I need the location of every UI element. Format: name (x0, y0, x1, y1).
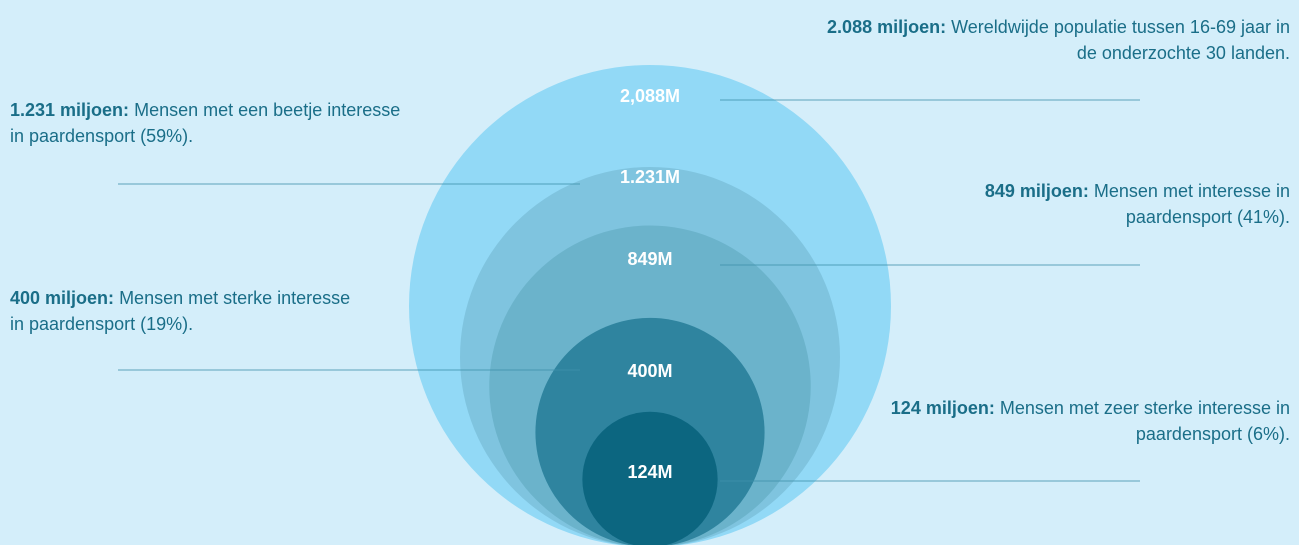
circle (582, 411, 718, 545)
annotation-text: Mensen met interesse in paardensport (41… (1093, 181, 1290, 227)
circle-label: 849M (627, 249, 672, 269)
annotation-text: Mensen met sterke interesse in paardensp… (10, 288, 351, 334)
annotation-text: Mensen met zeer sterke interesse in paar… (999, 398, 1290, 444)
annotation-bold: 1.231 miljoen: (10, 100, 130, 120)
annotation: 849 miljoen: Mensen met interesse in paa… (890, 178, 1290, 230)
annotation-bold: 2.088 miljoen: (827, 17, 947, 37)
annotation: 1.231 miljoen: Mensen met een beetje int… (10, 97, 410, 149)
circle-label: 2,088M (620, 86, 680, 106)
annotation: 2.088 miljoen: Wereldwijde populatie tus… (810, 14, 1290, 66)
annotation: 400 miljoen: Mensen met sterke interesse… (10, 285, 360, 337)
annotation-text: Mensen met een beetje interesse in paard… (10, 100, 401, 146)
circle-label: 124M (627, 462, 672, 482)
annotation-bold: 400 miljoen: (10, 288, 115, 308)
annotation-bold: 849 miljoen: (984, 181, 1089, 201)
annotation-bold: 124 miljoen: (890, 398, 995, 418)
annotation: 124 miljoen: Mensen met zeer sterke inte… (890, 395, 1290, 447)
circle-label: 1.231M (620, 167, 680, 187)
annotation-text: Wereldwijde populatie tussen 16-69 jaar … (951, 17, 1290, 63)
circle-label: 400M (627, 361, 672, 381)
